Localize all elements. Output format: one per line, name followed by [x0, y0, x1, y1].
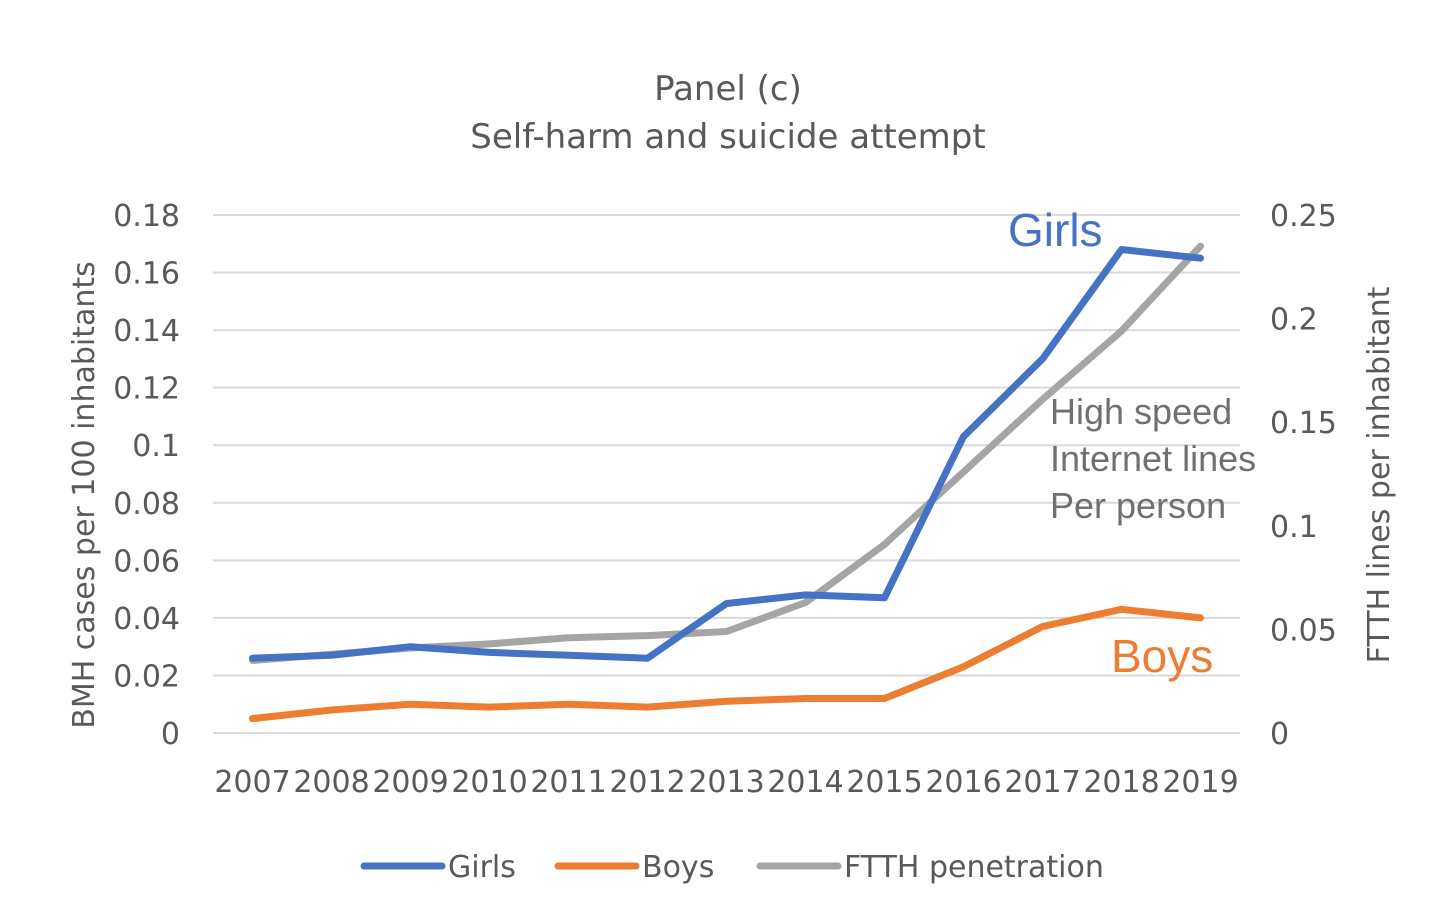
series-line-boys: [249, 605, 1204, 723]
x-tick-label: 2012: [609, 765, 685, 800]
y2-tick-label: 0: [1270, 717, 1289, 752]
y2-tick-label: 0.05: [1270, 613, 1337, 648]
x-tick-label: 2011: [530, 765, 606, 800]
x-tick-label: 2010: [451, 765, 527, 800]
x-tick-label: 2014: [767, 765, 843, 800]
legend: Girls Boys FTTH penetration: [360, 850, 1104, 885]
y-tick-label: 0.18: [113, 199, 180, 234]
y-tick-label: 0.08: [113, 487, 180, 522]
girls-annotation: Girls: [1008, 204, 1103, 256]
y-tick-label: 0.06: [113, 544, 180, 579]
y-tick-label: 0.02: [113, 659, 180, 694]
x-tick-label: 2019: [1162, 765, 1238, 800]
x-tick-label: 2017: [1004, 765, 1080, 800]
x-tick-label: 2007: [214, 765, 290, 800]
series-lines: [249, 242, 1204, 723]
chart-subtitle: Self-harm and suicide attempt: [470, 117, 985, 157]
legend-label-girls: Girls: [448, 850, 516, 885]
legend-label-boys: Boys: [642, 850, 714, 885]
y-tick-label: 0.16: [113, 257, 180, 292]
y-tick-label: 0.12: [113, 372, 180, 407]
y-tick-label: 0.14: [113, 314, 180, 349]
gridlines: [213, 214, 1240, 734]
x-axis-ticks: 2007 2008 2009 2010 2011 2012 2013 2014 2015 2016…: [214, 765, 1238, 800]
y2-tick-label: 0.25: [1270, 199, 1337, 234]
x-tick-label: 2016: [925, 765, 1001, 800]
x-tick-label: 2008: [293, 765, 369, 800]
internet-annotation-line-3: Per person: [1050, 485, 1226, 526]
y2-tick-label: 0.2: [1270, 303, 1318, 338]
series-line-girls: [249, 246, 1204, 662]
chart-title: Panel (c): [654, 69, 802, 109]
y-tick-label: 0.1: [132, 429, 180, 464]
y-axis-ticks: 0 0.02 0.04 0.06 0.08 0.1 0.12 0.14 0.16 0.18: [113, 199, 180, 752]
y-tick-label: 0.04: [113, 602, 180, 637]
internet-annotation-line-1: High speed: [1050, 391, 1232, 432]
y2-axis-ticks: 0 0.05 0.1 0.15 0.2 0.25: [1270, 199, 1337, 752]
internet-annotation-line-2: Internet lines: [1050, 438, 1256, 479]
y2-tick-label: 0.15: [1270, 406, 1337, 441]
y-axis-title: BMH cases per 100 inhabitants: [67, 261, 102, 729]
x-tick-label: 2009: [372, 765, 448, 800]
x-tick-label: 2013: [688, 765, 764, 800]
boys-annotation: Boys: [1111, 630, 1213, 682]
legend-label-ftth-penetration: FTTH penetration: [844, 850, 1104, 885]
y2-tick-label: 0.1: [1270, 510, 1318, 545]
x-tick-label: 2015: [846, 765, 922, 800]
x-tick-label: 2018: [1083, 765, 1159, 800]
y2-axis-title: FTTH lines per inhabitant: [1362, 286, 1397, 663]
y-tick-label: 0: [161, 717, 180, 752]
